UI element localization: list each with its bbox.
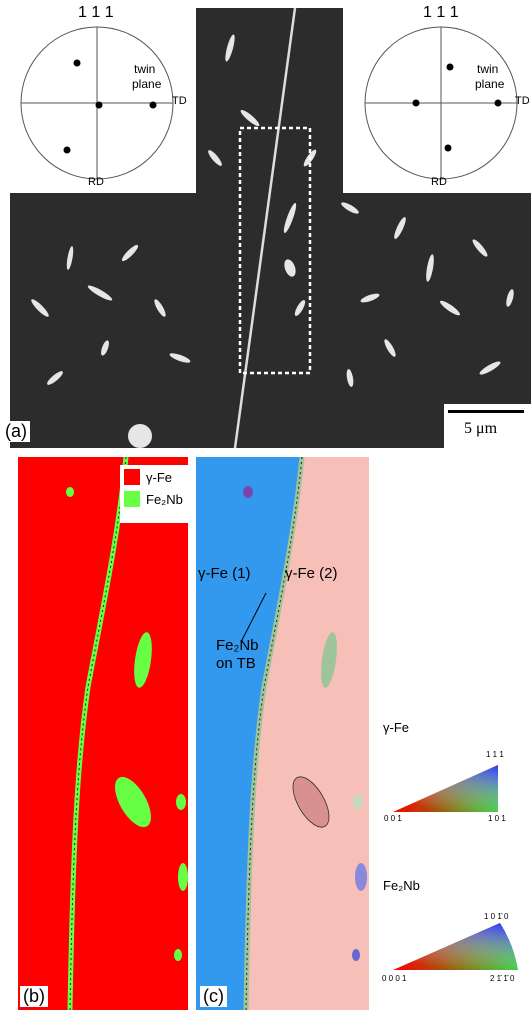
- legend-item-fe2nb: Fe₂Nb: [124, 491, 188, 507]
- pole-figure-left-rd: RD: [88, 176, 104, 188]
- scale-bar: 5 μm: [444, 404, 531, 448]
- pole-figure-left-twin: twin: [134, 62, 156, 76]
- precipitate-label-line2: on TB: [216, 655, 256, 672]
- panel-b-label: (b): [20, 986, 48, 1007]
- ipf-fe2nb-title: Fe₂Nb: [383, 878, 420, 893]
- ipf-fe2nb-top: 1 0 1̄ 0: [484, 912, 509, 921]
- phase-map: γ-Fe Fe₂Nb: [18, 457, 188, 1010]
- ipf-gamma-fe-top: 1 1 1: [486, 750, 504, 759]
- legend-swatch-fe2nb: [124, 491, 140, 507]
- pole-figure-left: 1 1 1 twin plane TD RD: [0, 0, 196, 193]
- precipitate-label-line1: Fe₂Nb: [216, 637, 259, 654]
- pole-figure-right-plane: plane: [475, 77, 505, 91]
- ipf-fe2nb-triangle: [393, 923, 518, 970]
- pole-figure-left-plane: plane: [132, 77, 162, 91]
- orientation-map-features: [196, 457, 367, 1010]
- pole-figure-right-td: TD: [515, 95, 530, 107]
- pole-figure-right-title: 1 1 1: [423, 4, 459, 21]
- twin-boundary-line: [233, 8, 297, 448]
- phase-legend: γ-Fe Fe₂Nb: [120, 465, 188, 523]
- pole-figure-left-td: TD: [172, 95, 187, 107]
- ipf-gamma-fe-triangle: [393, 765, 498, 812]
- ipf-gamma-fe-left: 0 0 1: [384, 814, 402, 823]
- panel-c-label: (c): [200, 986, 227, 1007]
- ipf-legend-fe2nb: Fe₂Nb 1 0 1̄ 0 0 0 0 1 2 1̄ 1̄ 0: [378, 878, 531, 998]
- legend-item-gamma-fe: γ-Fe: [124, 469, 188, 485]
- legend-label-fe2nb: Fe₂Nb: [146, 491, 183, 507]
- grain1-label: γ-Fe (1): [198, 565, 251, 582]
- pole-figure-right-twin: twin: [477, 62, 499, 76]
- phase-map-features: [66, 457, 188, 1010]
- ipf-gamma-fe-title: γ-Fe: [383, 720, 409, 735]
- legend-swatch-gamma-fe: [124, 469, 140, 485]
- panel-a-label: (a): [2, 421, 30, 442]
- pole-figure-left-title: 1 1 1: [78, 4, 114, 21]
- region-of-interest-box: [238, 126, 312, 375]
- pole-figure-right: 1 1 1 twin plane TD RD: [343, 0, 531, 193]
- orientation-map: γ-Fe (1) γ-Fe (2) Fe₂Nb on TB: [196, 457, 369, 1010]
- ipf-gamma-fe-right: 1 0 1: [488, 814, 506, 823]
- ipf-fe2nb-left: 0 0 0 1: [382, 974, 407, 983]
- scale-bar-label: 5 μm: [464, 420, 498, 437]
- legend-label-gamma-fe: γ-Fe: [146, 469, 172, 485]
- ipf-legend-gamma-fe: γ-Fe 1 1 1 0 0 1 1 0 1: [378, 720, 531, 830]
- pole-figure-right-rd: RD: [431, 176, 447, 188]
- ipf-fe2nb-right: 2 1̄ 1̄ 0: [490, 974, 515, 983]
- grain2-label: γ-Fe (2): [285, 565, 338, 582]
